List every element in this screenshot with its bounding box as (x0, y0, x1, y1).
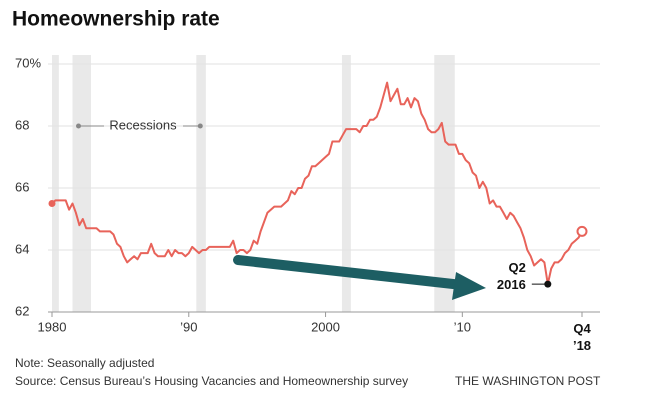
x-tick-label: ’90 (180, 319, 197, 334)
y-tick-label: 68 (15, 117, 29, 132)
end-dot (576, 225, 588, 237)
x-tick-label: Q4 ’18 (572, 321, 592, 353)
recession-label: Recessions (109, 117, 177, 132)
plot (48, 81, 588, 286)
chart-title: Homeownership rate (12, 8, 220, 31)
credit: THE WASHINGTON POST (455, 374, 601, 388)
y-tick-label: 62 (15, 303, 29, 318)
y-tick-label: 70% (15, 55, 41, 70)
y-tick-label: 64 (15, 241, 29, 256)
recession-band (52, 55, 59, 312)
x-tick-label: 1980 (38, 319, 67, 334)
note: Note: Seasonally adjusted (15, 356, 154, 370)
arrow-shaft (233, 255, 467, 290)
recession-band (341, 55, 351, 312)
callout-dot (544, 280, 552, 288)
source: Source: Census Bureau’s Housing Vacancie… (15, 374, 408, 388)
x-tick-label: 2000 (311, 319, 340, 334)
grid: 62 64 66 68 70% 1980 ’90 2000 ’10 (15, 55, 600, 334)
recession-band (434, 55, 455, 312)
x-tick-label: ’10 (454, 319, 471, 334)
line (51, 81, 583, 286)
leader-dot (197, 123, 203, 129)
y-tick-label: 66 (15, 179, 29, 194)
leader-dot (76, 123, 82, 129)
start-dot (48, 200, 56, 207)
callout-label: Q2 2016 (496, 260, 526, 293)
recession-bands (52, 55, 455, 312)
recession-band (196, 55, 206, 312)
recession-band (72, 55, 91, 312)
arrow-head (452, 272, 486, 300)
arrow (233, 255, 486, 300)
